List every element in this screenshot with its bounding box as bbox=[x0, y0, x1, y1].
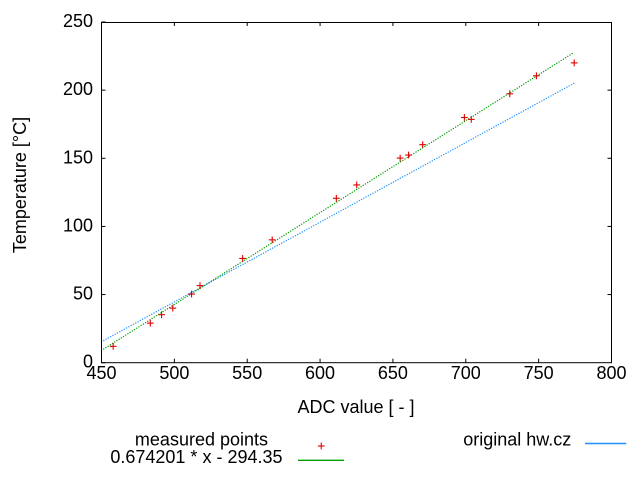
svg-text:ADC value [ - ]: ADC value [ - ] bbox=[297, 397, 414, 417]
svg-text:750: 750 bbox=[524, 363, 554, 383]
svg-text:600: 600 bbox=[305, 363, 335, 383]
svg-text:550: 550 bbox=[232, 363, 262, 383]
svg-text:Temperature [°C]: Temperature [°C] bbox=[10, 117, 30, 253]
svg-text:100: 100 bbox=[63, 215, 93, 235]
svg-text:200: 200 bbox=[63, 79, 93, 99]
svg-text:0.674201 * x - 294.35: 0.674201 * x - 294.35 bbox=[110, 447, 282, 467]
svg-text:0: 0 bbox=[83, 352, 93, 372]
svg-text:original hw.cz: original hw.cz bbox=[463, 430, 571, 450]
svg-text:150: 150 bbox=[63, 147, 93, 167]
svg-text:50: 50 bbox=[73, 284, 93, 304]
svg-text:500: 500 bbox=[159, 363, 189, 383]
svg-text:650: 650 bbox=[378, 363, 408, 383]
svg-text:700: 700 bbox=[451, 363, 481, 383]
svg-text:250: 250 bbox=[63, 11, 93, 31]
svg-text:800: 800 bbox=[596, 363, 626, 383]
